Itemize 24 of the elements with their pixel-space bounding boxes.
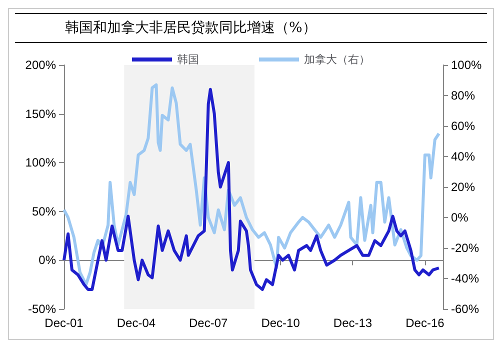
y-tick-label: 50% [32, 204, 56, 218]
y2-tick-label: -40% [451, 272, 480, 286]
y-tick-label: 100% [25, 156, 56, 170]
y2-tick-label: 80% [451, 88, 476, 102]
x-tick-label: Dec-07 [188, 316, 228, 330]
y2-tick-label: -60% [451, 302, 480, 316]
y-tick-label: 200% [25, 58, 56, 72]
y2-tick-label: -20% [451, 241, 480, 255]
legend-label: 韩国 [177, 53, 199, 66]
y-tick-label: -50% [28, 302, 56, 316]
y2-tick-label: 40% [451, 150, 476, 164]
y-tick-label: 150% [25, 106, 56, 121]
legend-label: 加拿大（右） [304, 53, 370, 66]
y2-tick-label: 100% [451, 58, 482, 72]
y2-tick-label: 60% [451, 119, 476, 133]
y2-tick-label: 20% [451, 180, 476, 194]
x-tick-label: Dec-16 [406, 316, 445, 330]
x-tick-label: Dec-13 [333, 316, 372, 330]
y-tick-label: 0% [38, 253, 56, 268]
x-tick-label: Dec-10 [261, 316, 300, 330]
y2-tick-label: 0% [451, 210, 469, 224]
x-tick-label: Dec-01 [44, 316, 84, 330]
chart-title: 韩国和加拿大非居民贷款同比增速（%） [15, 13, 487, 43]
x-tick-label: Dec-04 [116, 316, 156, 330]
